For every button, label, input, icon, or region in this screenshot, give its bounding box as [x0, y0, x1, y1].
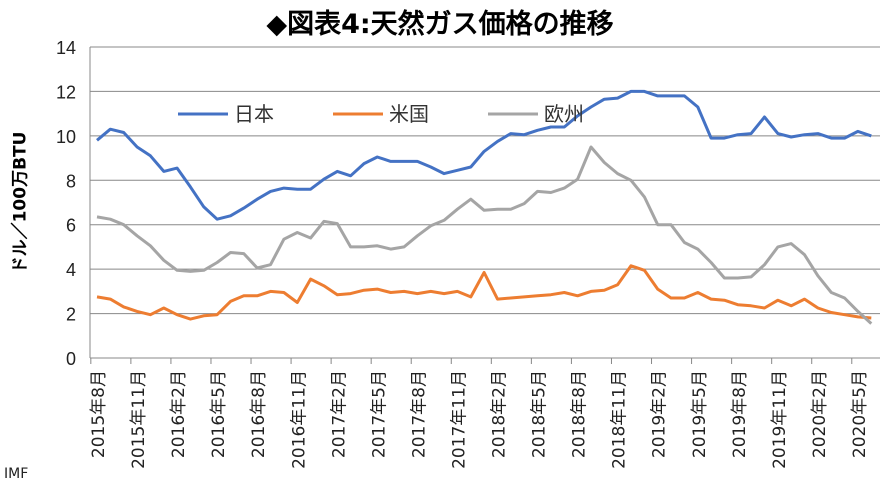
y-tick-label: 0	[66, 349, 76, 369]
source-note: IMF	[4, 466, 29, 482]
x-tick-label: 2019年2月	[650, 370, 670, 458]
x-tick-label: 2017年5月	[369, 370, 389, 458]
series-line-3	[96, 145, 873, 325]
x-tick-label: 2019年8月	[730, 370, 750, 458]
x-tick-label: 2019年5月	[690, 370, 710, 458]
x-tick-label: 2019年11月	[770, 370, 790, 469]
x-tick-label: 2015年11月	[129, 370, 149, 469]
x-tick-label: 2020年5月	[850, 370, 870, 458]
x-tick-label: 2018年2月	[490, 370, 510, 458]
x-tick-label: 2015年8月	[89, 370, 109, 458]
y-tick-label: 14	[56, 38, 76, 58]
x-tick-label: 2018年11月	[610, 370, 630, 469]
x-tick-label: 2016年8月	[249, 370, 269, 458]
x-tick-label: 2016年2月	[169, 370, 189, 458]
y-tick-label: 2	[66, 305, 76, 325]
x-tick-label: 2017年8月	[409, 370, 429, 458]
x-tick-label: 2020年2月	[810, 370, 830, 458]
y-tick-label: 4	[66, 260, 76, 280]
y-tick-label: 10	[56, 127, 76, 147]
x-tick-label: 2017年11月	[449, 370, 469, 469]
x-tick-label: 2016年5月	[209, 370, 229, 458]
y-tick-label: 6	[66, 216, 76, 236]
legend-label: 米国	[389, 102, 429, 126]
chart-title: ◆図表4:天然ガス価格の推移	[266, 9, 614, 40]
series-line-1	[96, 89, 872, 221]
y-tick-label: 12	[56, 82, 76, 102]
x-tick-label: 2016年11月	[289, 370, 309, 469]
x-tick-label: 2018年8月	[570, 370, 590, 458]
series-line-2	[96, 264, 872, 321]
x-tick-label: 2018年5月	[530, 370, 550, 458]
legend-label: 欧州	[544, 102, 584, 126]
y-tick-label: 8	[66, 171, 76, 191]
x-tick-label: 2017年2月	[329, 370, 349, 458]
legend-label: 日本	[234, 102, 274, 126]
